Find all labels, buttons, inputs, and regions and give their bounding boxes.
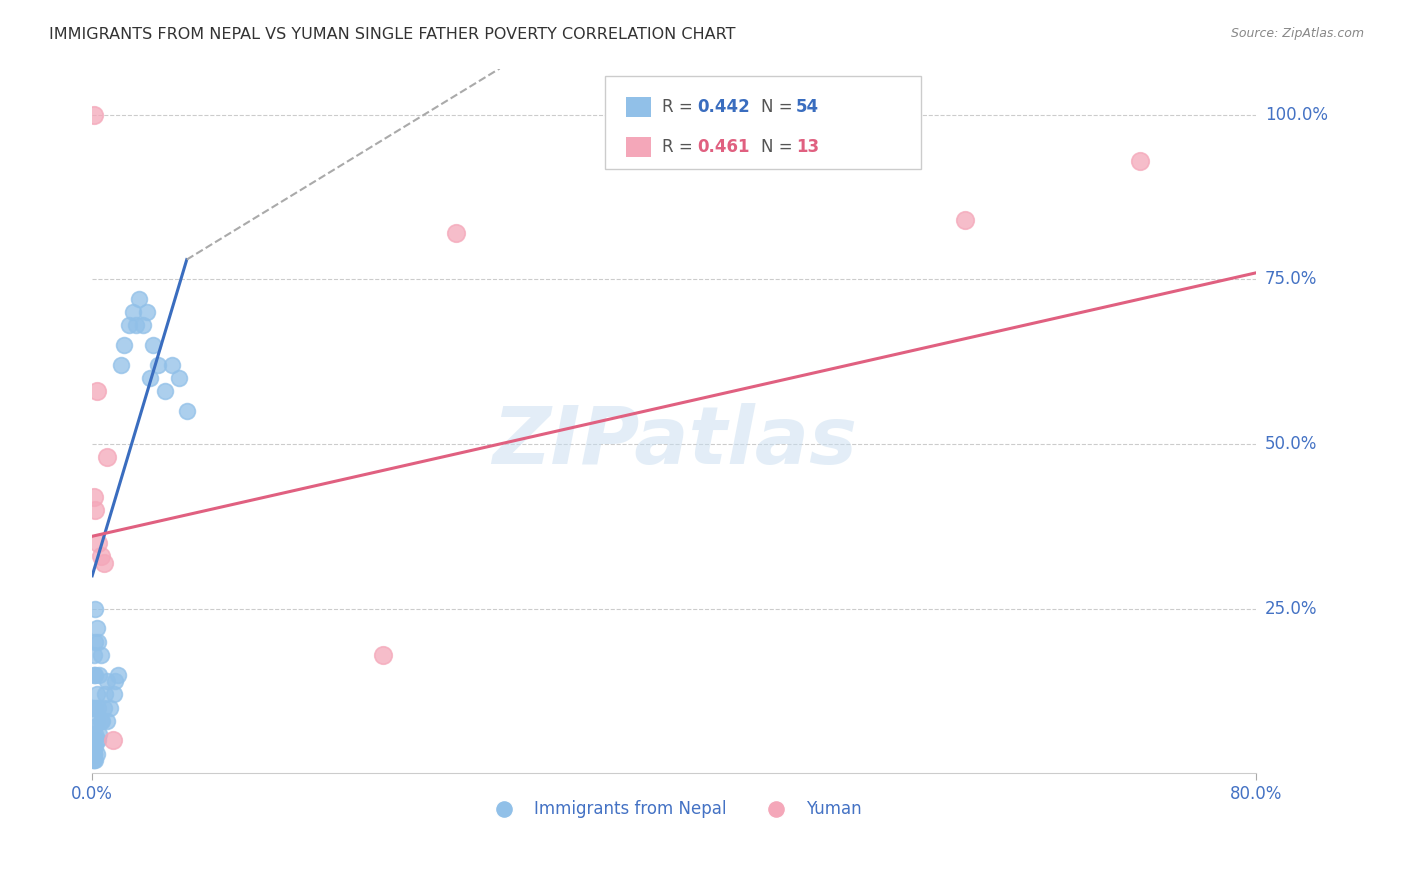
Point <box>110 358 132 372</box>
Point <box>84 727 107 741</box>
Point <box>955 213 977 227</box>
Point <box>373 648 395 662</box>
Point <box>84 667 107 681</box>
Point <box>1129 153 1152 168</box>
Point <box>104 674 127 689</box>
Point <box>83 490 105 504</box>
Point <box>82 733 104 747</box>
Point <box>82 700 104 714</box>
Point <box>86 733 108 747</box>
Point <box>139 371 162 385</box>
Legend: Immigrants from Nepal, Yuman: Immigrants from Nepal, Yuman <box>481 794 869 825</box>
Point <box>84 634 107 648</box>
Point <box>136 305 159 319</box>
Point <box>84 601 107 615</box>
Point <box>82 753 104 767</box>
Point <box>83 733 105 747</box>
Point <box>142 338 165 352</box>
Point <box>86 622 108 636</box>
Point <box>107 667 129 681</box>
Text: N =: N = <box>761 98 797 116</box>
Point <box>83 108 105 122</box>
Point <box>84 740 107 755</box>
Point <box>160 358 183 372</box>
Point <box>87 536 110 550</box>
Point <box>83 667 105 681</box>
Text: 100.0%: 100.0% <box>1265 105 1327 124</box>
Point <box>84 503 107 517</box>
Text: Source: ZipAtlas.com: Source: ZipAtlas.com <box>1230 27 1364 40</box>
Point <box>98 700 121 714</box>
Text: 25.0%: 25.0% <box>1265 599 1317 618</box>
Point <box>84 753 107 767</box>
Point <box>87 733 110 747</box>
Point <box>89 667 111 681</box>
Point <box>128 292 150 306</box>
Point <box>96 450 118 465</box>
Point <box>444 226 467 240</box>
Point <box>83 648 105 662</box>
Point <box>146 358 169 372</box>
Point <box>169 371 191 385</box>
Point <box>93 700 115 714</box>
Point <box>86 384 108 399</box>
Text: 75.0%: 75.0% <box>1265 270 1317 288</box>
Text: 0.442: 0.442 <box>697 98 751 116</box>
Point <box>83 753 105 767</box>
Point <box>82 747 104 761</box>
Point <box>132 318 155 333</box>
Point <box>90 549 112 563</box>
Text: R =: R = <box>662 138 699 156</box>
Text: IMMIGRANTS FROM NEPAL VS YUMAN SINGLE FATHER POVERTY CORRELATION CHART: IMMIGRANTS FROM NEPAL VS YUMAN SINGLE FA… <box>49 27 735 42</box>
Point <box>87 700 110 714</box>
Point <box>153 384 176 399</box>
Text: R =: R = <box>662 98 699 116</box>
Point <box>93 556 115 570</box>
Point <box>96 714 118 728</box>
Point <box>90 648 112 662</box>
Point <box>83 720 105 734</box>
Point <box>176 404 198 418</box>
Text: 0.461: 0.461 <box>697 138 749 156</box>
Point <box>125 318 148 333</box>
Text: N =: N = <box>761 138 797 156</box>
Point <box>122 305 145 319</box>
Text: 50.0%: 50.0% <box>1265 435 1317 453</box>
Text: 54: 54 <box>796 98 818 116</box>
Point <box>91 714 114 728</box>
Point <box>83 747 105 761</box>
Text: ZIPatlas: ZIPatlas <box>492 403 856 481</box>
Point <box>84 700 107 714</box>
Point <box>86 747 108 761</box>
Point <box>83 747 105 761</box>
Point <box>117 318 139 333</box>
Point <box>94 687 117 701</box>
Text: 13: 13 <box>796 138 818 156</box>
Point <box>89 727 111 741</box>
Point <box>86 687 108 701</box>
Point <box>90 714 112 728</box>
Point <box>86 714 108 728</box>
Point <box>96 674 118 689</box>
Point <box>87 634 110 648</box>
Point <box>112 338 135 352</box>
Point <box>103 687 125 701</box>
Point <box>101 733 124 747</box>
